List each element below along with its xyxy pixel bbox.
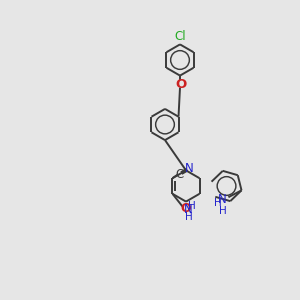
Text: N: N — [184, 203, 193, 216]
Text: H: H — [218, 206, 226, 216]
Text: O: O — [181, 202, 191, 215]
Text: C: C — [176, 168, 184, 181]
Text: Cl: Cl — [174, 30, 186, 43]
Text: N: N — [218, 193, 226, 206]
Text: H: H — [188, 201, 196, 211]
Text: H: H — [214, 198, 222, 208]
Text: O: O — [175, 77, 186, 91]
Text: N: N — [184, 162, 194, 175]
Text: H: H — [185, 212, 193, 221]
